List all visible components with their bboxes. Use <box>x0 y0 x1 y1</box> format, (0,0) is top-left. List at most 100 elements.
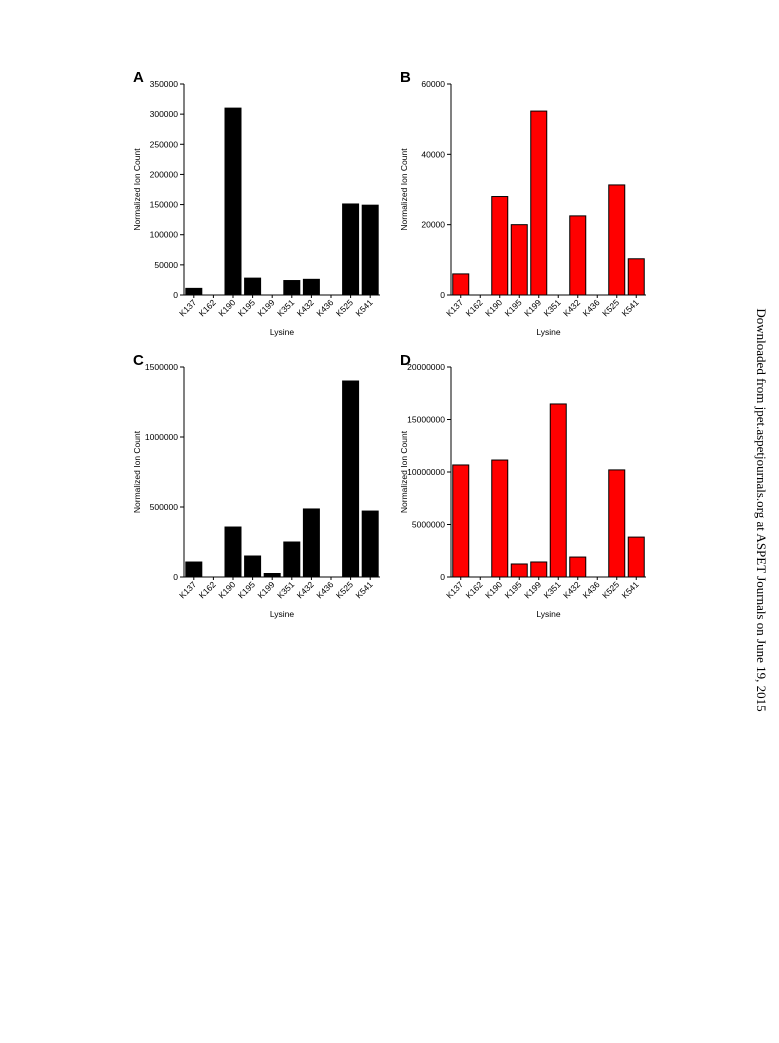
panel-label: A <box>133 69 144 86</box>
y-tick-label: 0 <box>440 572 445 582</box>
x-tick-label: K190 <box>483 579 504 600</box>
x-tick-label: K432 <box>295 579 316 600</box>
y-tick-label: 10000000 <box>407 467 445 477</box>
bar <box>627 536 645 578</box>
bar <box>491 196 509 296</box>
y-tick-label: 20000 <box>421 220 445 230</box>
y-tick-label: 50000 <box>154 260 178 270</box>
bar <box>361 510 379 578</box>
y-tick-label: 250000 <box>150 139 179 149</box>
bar <box>244 555 262 578</box>
x-tick-label: K351 <box>542 579 563 600</box>
bar <box>302 278 320 296</box>
x-tick-label: K162 <box>464 579 485 600</box>
x-tick-label: K541 <box>354 297 375 318</box>
x-tick-label: K137 <box>177 579 198 600</box>
y-tick-label: 100000 <box>150 230 179 240</box>
x-tick-label: K541 <box>354 579 375 600</box>
x-tick-label: K432 <box>295 297 316 318</box>
bar <box>569 215 587 296</box>
y-tick-label: 200000 <box>150 169 179 179</box>
x-tick-label: K351 <box>275 297 296 318</box>
x-tick-label: K432 <box>561 579 582 600</box>
y-tick-label: 15000000 <box>407 415 445 425</box>
x-tick-label: K190 <box>483 297 504 318</box>
bar <box>452 273 470 296</box>
y-tick-label: 60000 <box>421 79 445 89</box>
x-tick-label: K436 <box>581 297 602 318</box>
x-tick-label: K137 <box>177 297 198 318</box>
x-tick-label: K137 <box>444 579 465 600</box>
y-tick-label: 150000 <box>150 200 179 210</box>
x-tick-label: K436 <box>581 579 602 600</box>
y-tick-label: 0 <box>440 290 445 300</box>
y-tick-label: 0 <box>173 572 178 582</box>
bar <box>530 110 548 296</box>
y-tick-label: 1000000 <box>145 432 178 442</box>
y-tick-label: 20000000 <box>407 362 445 372</box>
bar <box>549 403 567 578</box>
x-tick-label: K525 <box>334 297 355 318</box>
x-tick-label: K199 <box>256 297 277 318</box>
y-axis-title: Normalized Ion Count <box>132 430 142 513</box>
bar <box>224 107 242 296</box>
y-tick-label: 40000 <box>421 149 445 159</box>
x-tick-label: K195 <box>503 579 524 600</box>
x-tick-label: K190 <box>216 579 237 600</box>
y-axis-title: Normalized Ion Count <box>132 148 142 231</box>
bar <box>569 556 587 578</box>
bar <box>224 526 242 578</box>
x-tick-label: K432 <box>561 297 582 318</box>
bar <box>342 380 360 578</box>
y-tick-label: 5000000 <box>412 520 445 530</box>
bar <box>452 464 470 578</box>
x-axis-title: Lysine <box>536 327 561 337</box>
y-tick-label: 350000 <box>150 79 179 89</box>
x-tick-label: K436 <box>314 297 335 318</box>
x-tick-label: K525 <box>600 297 621 318</box>
y-axis-title: Normalized Ion Count <box>399 430 409 513</box>
watermark: Downloaded from jpet.aspetjournals.org a… <box>754 308 769 711</box>
y-tick-label: 500000 <box>150 502 179 512</box>
x-tick-label: K162 <box>197 579 218 600</box>
x-tick-label: K541 <box>620 297 641 318</box>
x-tick-label: K436 <box>314 579 335 600</box>
panel-label: D <box>400 352 411 369</box>
x-tick-label: K195 <box>236 297 257 318</box>
bar <box>627 258 645 296</box>
bar <box>530 561 548 578</box>
x-tick-label: K199 <box>522 297 543 318</box>
bar <box>608 184 626 296</box>
y-tick-label: 1500000 <box>145 362 178 372</box>
x-tick-label: K351 <box>275 579 296 600</box>
x-tick-label: K525 <box>600 579 621 600</box>
bar <box>244 277 262 296</box>
x-tick-label: K195 <box>503 297 524 318</box>
bar <box>608 469 626 578</box>
bar <box>283 280 301 296</box>
bar <box>510 224 528 296</box>
bar <box>342 203 360 296</box>
bar <box>491 459 509 578</box>
y-axis-title: Normalized Ion Count <box>399 148 409 231</box>
panel-label: B <box>400 69 411 86</box>
x-tick-label: K137 <box>444 297 465 318</box>
x-tick-label: K162 <box>197 297 218 318</box>
x-tick-label: K199 <box>256 579 277 600</box>
bar <box>263 573 281 578</box>
y-tick-label: 0 <box>173 290 178 300</box>
x-axis-title: Lysine <box>270 327 295 337</box>
x-axis-title: Lysine <box>270 609 295 619</box>
panel-label: C <box>133 352 144 369</box>
x-tick-label: K351 <box>542 297 563 318</box>
bar <box>185 287 203 296</box>
x-tick-label: K525 <box>334 579 355 600</box>
x-tick-label: K195 <box>236 579 257 600</box>
bar <box>302 508 320 578</box>
bar <box>361 204 379 296</box>
y-tick-label: 300000 <box>150 109 179 119</box>
x-tick-label: K541 <box>620 579 641 600</box>
x-tick-label: K199 <box>522 579 543 600</box>
bar <box>185 561 203 578</box>
